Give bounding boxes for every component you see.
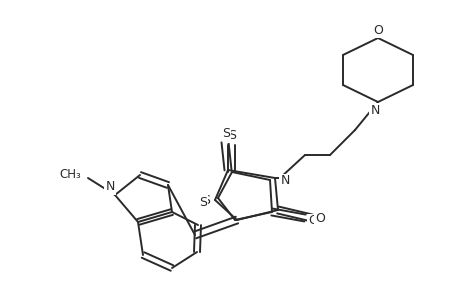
Text: N: N (105, 181, 114, 194)
Text: O: O (314, 212, 324, 226)
Text: O: O (372, 23, 382, 37)
Text: N: N (369, 103, 379, 116)
Text: S: S (199, 196, 207, 208)
Text: CH₃: CH₃ (59, 167, 81, 181)
Text: S: S (222, 127, 230, 140)
Text: S: S (228, 128, 235, 142)
Text: O: O (308, 214, 317, 227)
Text: S: S (202, 194, 210, 206)
Text: N: N (280, 175, 289, 188)
